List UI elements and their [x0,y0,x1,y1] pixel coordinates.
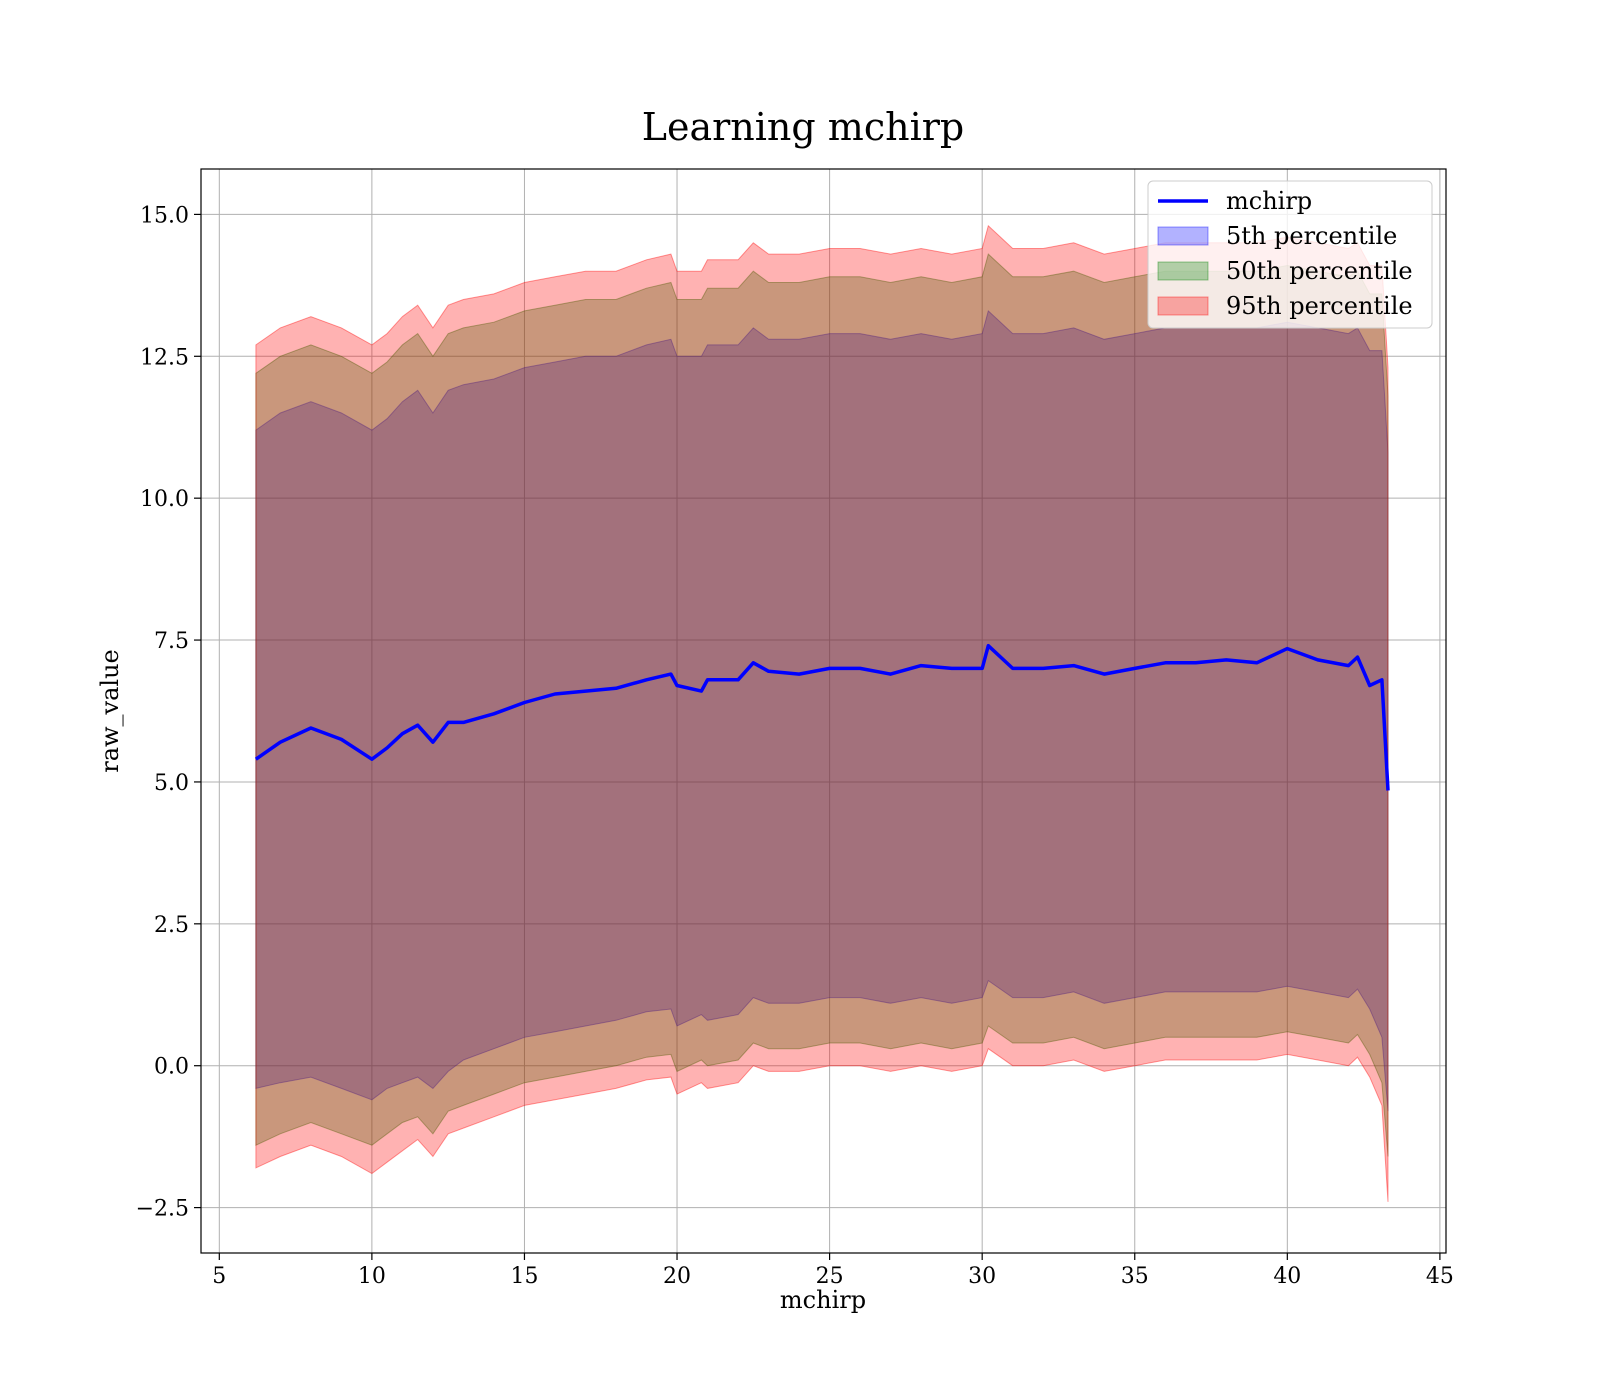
legend: mchirp 5th percentile 50th percentile 95th … [1147,180,1433,329]
x-tick-label: 10 [358,1264,386,1289]
legend-label-95th-percentile: 95th percentile [1226,292,1413,320]
x-axis-label: mchirp [780,1286,866,1314]
x-tick-label: 20 [663,1264,691,1289]
legend-label-5th-percentile: 5th percentile [1226,222,1397,250]
ticks: 5 10 15 20 25 30 35 40 45 −2.5 0.0 2.5 5.0 7.5 10.0 12.… [136,203,1454,1289]
legend-label-mchirp: mchirp [1226,187,1312,215]
y-tick-label: 12.5 [140,345,189,370]
x-tick-label: 5 [212,1264,226,1289]
y-tick-label: 15.0 [140,203,189,228]
legend-swatch-5th-percentile [1157,226,1209,246]
x-tick-label: 45 [1426,1264,1454,1289]
legend-swatch-95th-percentile [1157,296,1209,316]
line-mchirp [254,643,1390,791]
x-tick-label: 35 [1121,1264,1149,1289]
x-tick-label: 30 [968,1264,996,1289]
y-tick-label: 0.0 [154,1055,189,1080]
y-tick-label: −2.5 [136,1197,189,1222]
band-95th-percentile [255,224,1389,1202]
x-tick-label: 25 [816,1264,844,1289]
x-tick-label: 40 [1273,1264,1301,1289]
legend-swatch-50th-percentile [1157,261,1209,281]
band-5th-percentile [255,309,1389,1112]
legend-label-50th-percentile: 50th percentile [1226,257,1413,285]
y-axis-label: raw_value [96,649,124,773]
y-tick-label: 2.5 [154,913,189,938]
bands [255,224,1389,1202]
lines [254,643,1390,791]
band-50th-percentile [255,253,1389,1157]
plot-frame [200,168,1447,1254]
y-tick-label: 7.5 [154,629,189,654]
y-tick-label: 10.0 [140,487,189,512]
grid [201,169,1446,1253]
chart-title: Learning mchirp [642,105,964,149]
y-tick-label: 5.0 [154,771,189,796]
x-tick-label: 15 [510,1264,538,1289]
legend-box [1147,180,1433,329]
